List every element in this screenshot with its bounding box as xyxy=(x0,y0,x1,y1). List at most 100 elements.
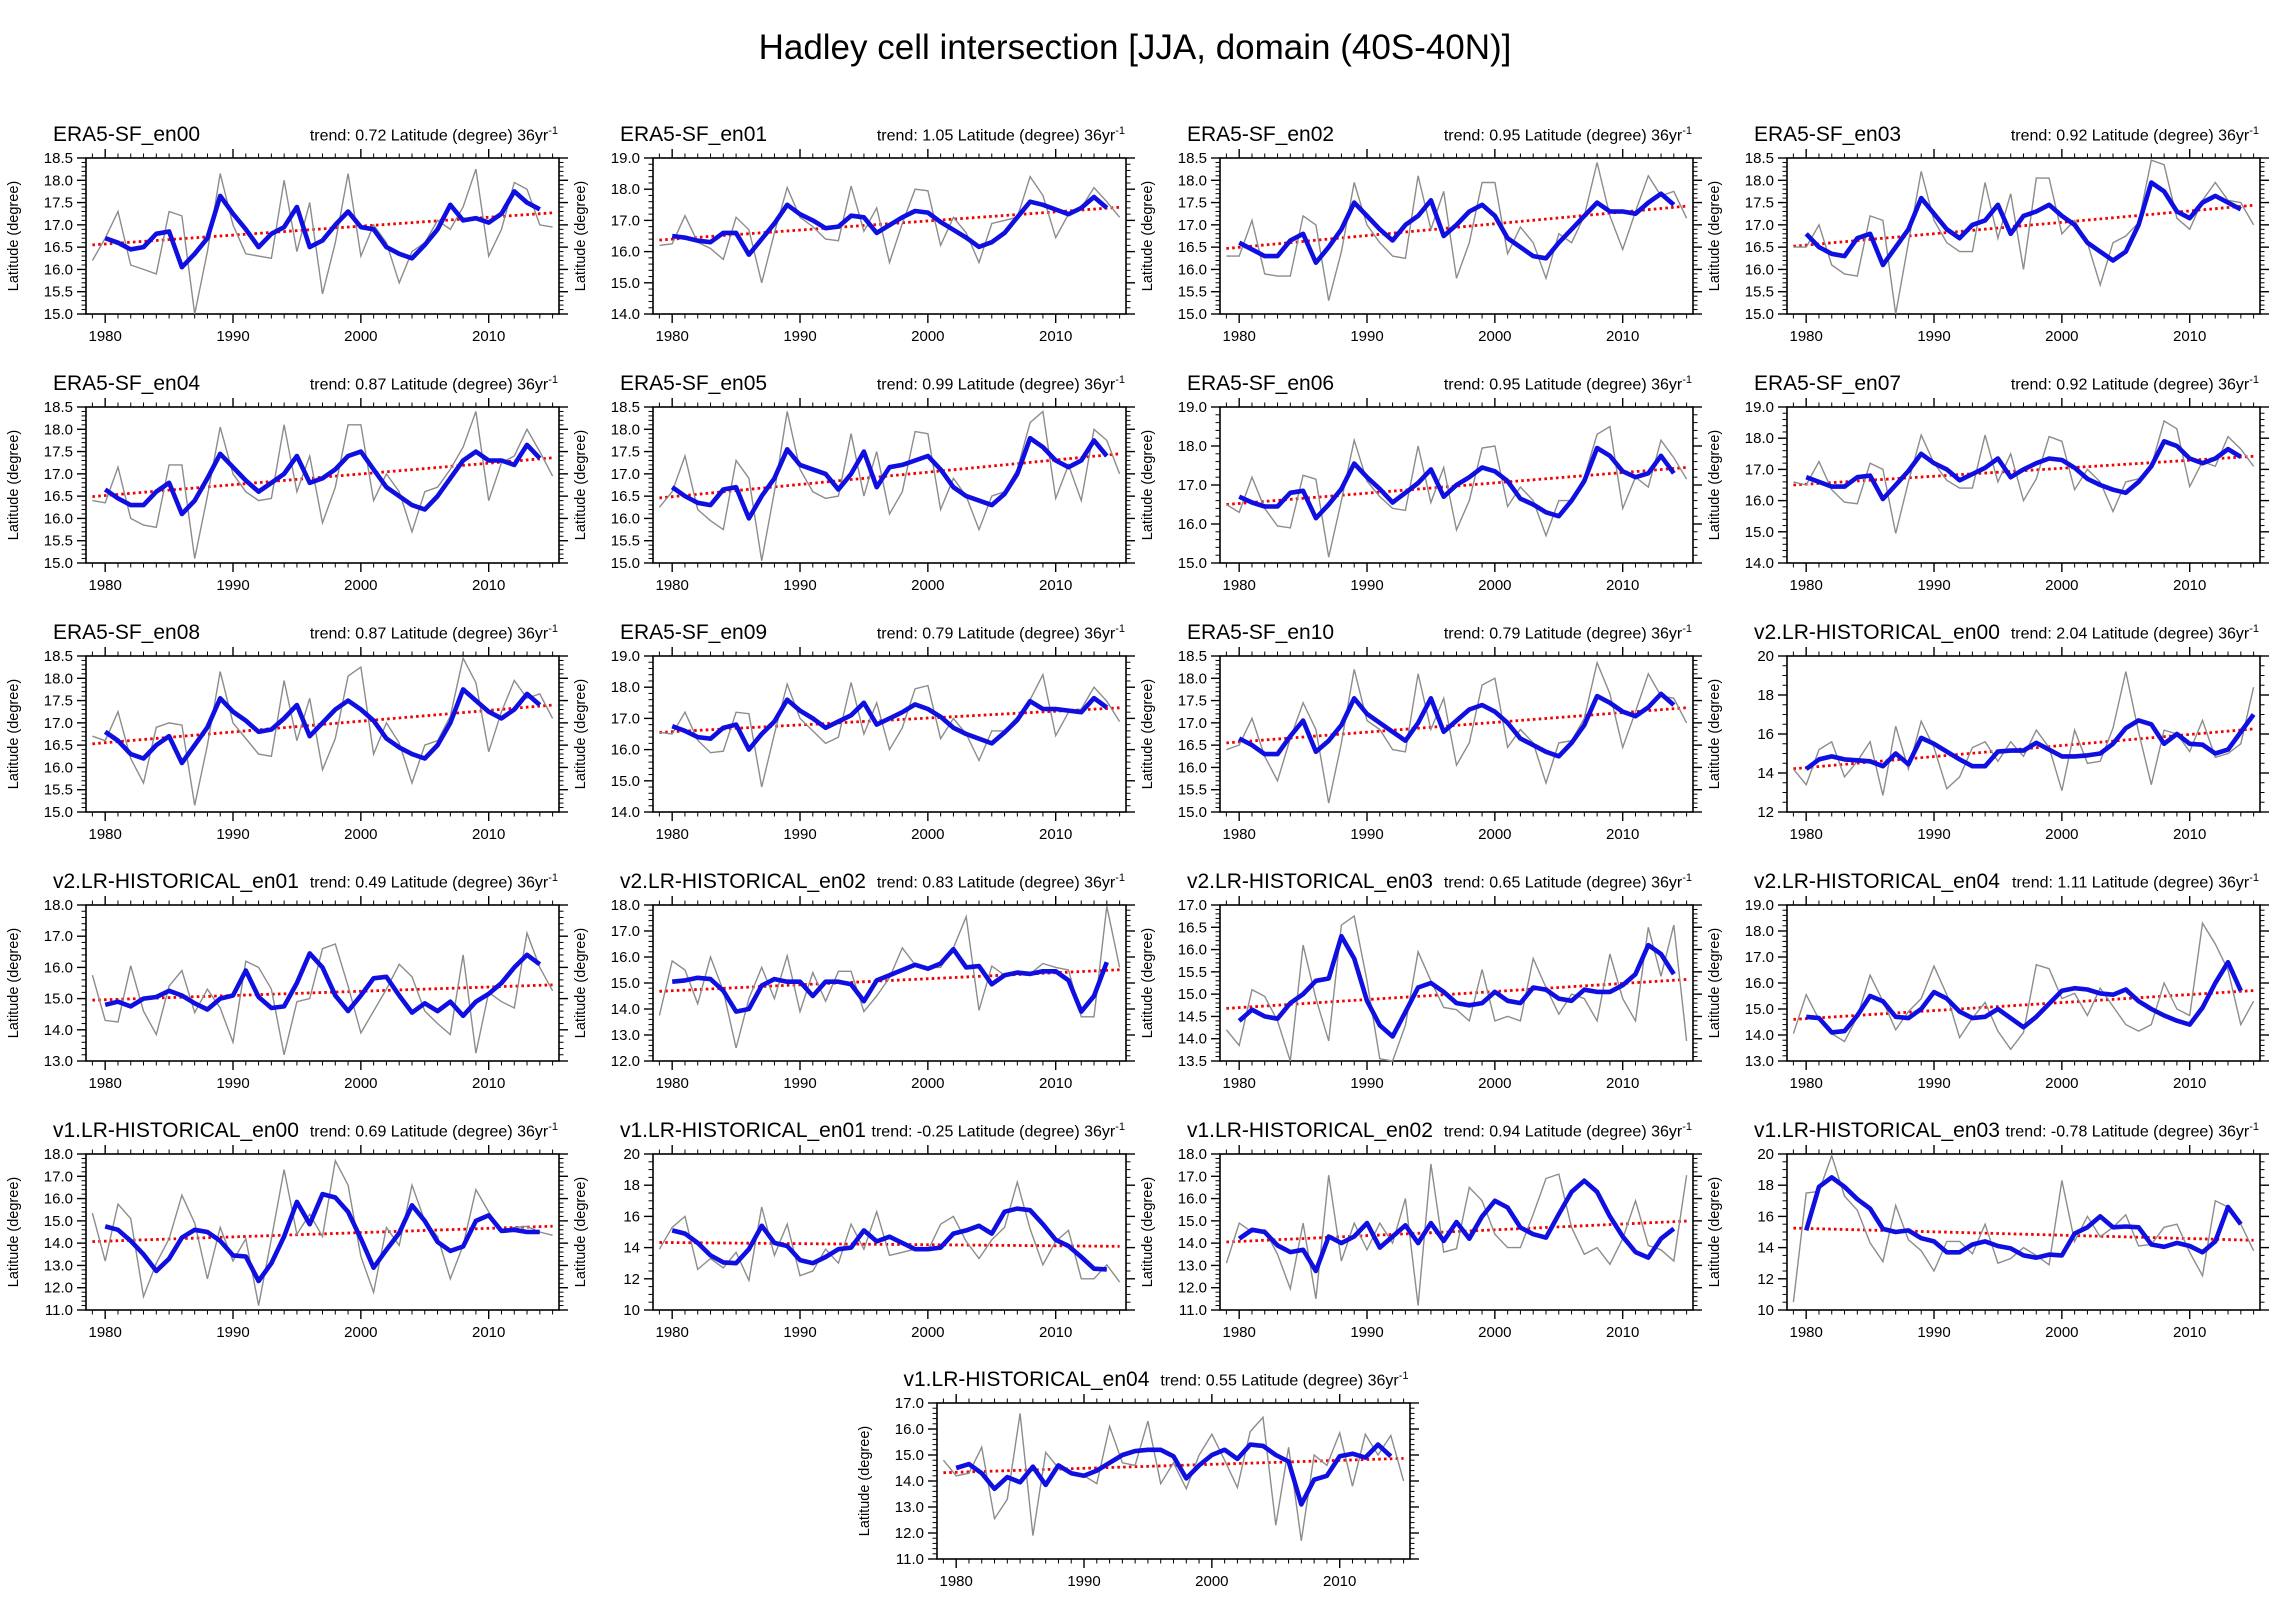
y-tick-label: 17.0 xyxy=(1178,1168,1207,1185)
panels-grid: ERA5-SF_en00 trend: 0.72 Latitude (degre… xyxy=(0,112,2270,1606)
x-tick-label: 2010 xyxy=(2173,328,2206,345)
y-tick-label: 14.0 xyxy=(1178,1235,1207,1252)
y-tick-label: 19.0 xyxy=(611,648,640,665)
y-tick-label: 17.0 xyxy=(1178,897,1207,914)
x-tick-label: 1990 xyxy=(783,328,816,345)
y-axis-label: Latitude (degree) xyxy=(1140,928,1156,1038)
raw-series-line xyxy=(1225,1163,1688,1306)
x-tick-label: 1990 xyxy=(1067,1573,1100,1590)
y-tick-label: 17.0 xyxy=(44,1168,73,1185)
y-tick-label: 11.0 xyxy=(1179,1302,1207,1319)
chart-panel: ERA5-SF_en04 trend: 0.87 Latitude (degre… xyxy=(1,361,568,610)
panel-trend-label: trend: -0.78 Latitude (degree) 36yr-1 xyxy=(2006,1121,2259,1141)
trend-text: trend: 0.99 Latitude (degree) 36yr xyxy=(876,376,1116,393)
panel-header: ERA5-SF_en04 trend: 0.87 Latitude (degre… xyxy=(1,361,568,397)
trend-exponent: -1 xyxy=(548,1120,558,1133)
trend-exponent: -1 xyxy=(548,871,558,884)
x-tick-label: 1990 xyxy=(1350,577,1383,594)
y-axis-label: Latitude (degree) xyxy=(857,1426,873,1536)
y-tick-label: 14 xyxy=(623,1240,640,1257)
y-tick-label: 15.0 xyxy=(1178,1213,1207,1230)
x-tick-label: 1980 xyxy=(1789,577,1822,594)
panel-row: v2.LR-HISTORICAL_en01 trend: 0.49 Latitu… xyxy=(0,859,2270,1108)
x-tick-label: 1980 xyxy=(655,1075,688,1092)
y-tick-label: 17.5 xyxy=(44,693,73,710)
chart-panel: ERA5-SF_en08 trend: 0.87 Latitude (degre… xyxy=(1,610,568,859)
x-tick-label: 1980 xyxy=(1222,826,1255,843)
smoothed-series-line xyxy=(1238,691,1676,759)
chart-panel: ERA5-SF_en00 trend: 0.72 Latitude (degre… xyxy=(1,112,568,361)
y-tick-label: 15.0 xyxy=(1178,555,1207,572)
plot-area: 1980 1990 2000 2010 13.5 14.0 14.5 15.0 15.5 16.0… xyxy=(1140,896,1702,1092)
y-tick-label: 15.5 xyxy=(1178,284,1207,301)
chart-panel: v1.LR-HISTORICAL_en01 trend: -0.25 Latit… xyxy=(568,1108,1135,1357)
y-tick-label: 16.5 xyxy=(44,239,73,256)
y-tick-label: 16.5 xyxy=(1178,737,1207,754)
y-tick-label: 16 xyxy=(1757,1208,1774,1225)
y-tick-label: 17.5 xyxy=(44,444,73,461)
y-tick-label: 13.5 xyxy=(1178,1053,1207,1070)
y-tick-label: 18.0 xyxy=(44,421,73,438)
y-tick-label: 18.0 xyxy=(44,172,73,189)
smoothed-series-line xyxy=(671,946,1109,1014)
trend-exponent: -1 xyxy=(548,373,558,386)
plot-area: 1980 1990 2000 2010 11.0 12.0 13.0 14.0 15.0 16.0… xyxy=(1140,1145,1702,1341)
raw-series-line xyxy=(92,411,554,559)
panel-title: ERA5-SF_en07 xyxy=(1754,372,1902,395)
panel-trend-label: trend: 0.83 Latitude (degree) 36yr-1 xyxy=(877,872,1125,892)
panel-trend-label: trend: 0.69 Latitude (degree) 36yr-1 xyxy=(310,1121,558,1141)
raw-series-line xyxy=(91,168,553,315)
y-tick-label: 16.5 xyxy=(1178,919,1207,936)
x-tick-label: 2000 xyxy=(2045,1324,2078,1341)
raw-series-line xyxy=(1226,425,1688,558)
y-tick-label: 15.0 xyxy=(611,275,640,292)
y-tick-label: 16 xyxy=(1757,726,1774,743)
y-tick-label: 17.0 xyxy=(44,217,73,234)
x-tick-label: 2000 xyxy=(1478,577,1511,594)
y-tick-label: 17.5 xyxy=(1178,693,1207,710)
y-tick-label: 16.0 xyxy=(894,1421,923,1438)
x-tick-label: 2010 xyxy=(1039,1324,1072,1341)
y-tick-label: 13.0 xyxy=(1178,1257,1207,1274)
y-axis-label: Latitude (degree) xyxy=(6,181,22,291)
y-tick-label: 18.0 xyxy=(44,897,73,914)
smoothed-series-line xyxy=(1804,180,2242,268)
trend-text: trend: 0.79 Latitude (degree) 36yr xyxy=(876,625,1116,642)
plot-area: 1980 1990 2000 2010 13.0 14.0 15.0 16.0 17.0 18.0… xyxy=(6,896,568,1092)
y-tick-label: 16.0 xyxy=(611,510,640,527)
plot-area: 1980 1990 2000 2010 15.0 15.5 16.0 16.5 17.0 17.5… xyxy=(1140,647,1702,843)
x-tick-label: 2000 xyxy=(2045,577,2078,594)
trend-exponent: -1 xyxy=(548,124,558,137)
panel-header: v2.LR-HISTORICAL_en03 trend: 0.65 Latitu… xyxy=(1135,859,1702,895)
y-tick-label: 15.0 xyxy=(1745,524,1774,541)
y-tick-label: 13.0 xyxy=(44,1053,73,1070)
trend-text: trend: 0.79 Latitude (degree) 36yr xyxy=(1443,625,1683,642)
trend-text: trend: -0.78 Latitude (degree) 36yr xyxy=(2005,1123,2250,1140)
y-tick-label: 17.5 xyxy=(611,444,640,461)
smoothed-series-line xyxy=(671,194,1109,257)
trend-exponent: -1 xyxy=(1115,373,1125,386)
y-tick-label: 16.0 xyxy=(1178,1191,1207,1208)
y-tick-label: 15.5 xyxy=(44,782,73,799)
y-tick-label: 15.5 xyxy=(611,533,640,550)
smoothed-series-line xyxy=(103,687,542,766)
raw-series-line xyxy=(1792,671,2255,796)
y-tick-label: 16.5 xyxy=(44,488,73,505)
smoothed-series-line xyxy=(1803,1175,2243,1260)
x-tick-label: 1980 xyxy=(1222,1075,1255,1092)
panel-trend-label: trend: 0.65 Latitude (degree) 36yr-1 xyxy=(1444,872,1692,892)
y-tick-label: 19.0 xyxy=(1745,399,1774,416)
chart-panel: v2.LR-HISTORICAL_en04 trend: 1.11 Latitu… xyxy=(1702,859,2269,1108)
y-tick-label: 14.0 xyxy=(894,1473,923,1490)
trend-text: trend: 0.94 Latitude (degree) 36yr xyxy=(1443,1123,1683,1140)
x-tick-label: 2010 xyxy=(1606,328,1639,345)
panel-trend-label: trend: 0.87 Latitude (degree) 36yr-1 xyxy=(310,623,558,643)
trend-exponent: -1 xyxy=(1115,622,1125,635)
y-tick-label: 14 xyxy=(1757,765,1774,782)
raw-series-line xyxy=(1225,914,1688,1062)
y-tick-label: 14.0 xyxy=(611,804,640,821)
smoothed-series-line xyxy=(1238,445,1676,521)
y-tick-label: 18.0 xyxy=(611,897,640,914)
chart-panel: v1.LR-HISTORICAL_en04 trend: 0.55 Latitu… xyxy=(852,1357,1419,1606)
y-tick-label: 17.0 xyxy=(1178,715,1207,732)
